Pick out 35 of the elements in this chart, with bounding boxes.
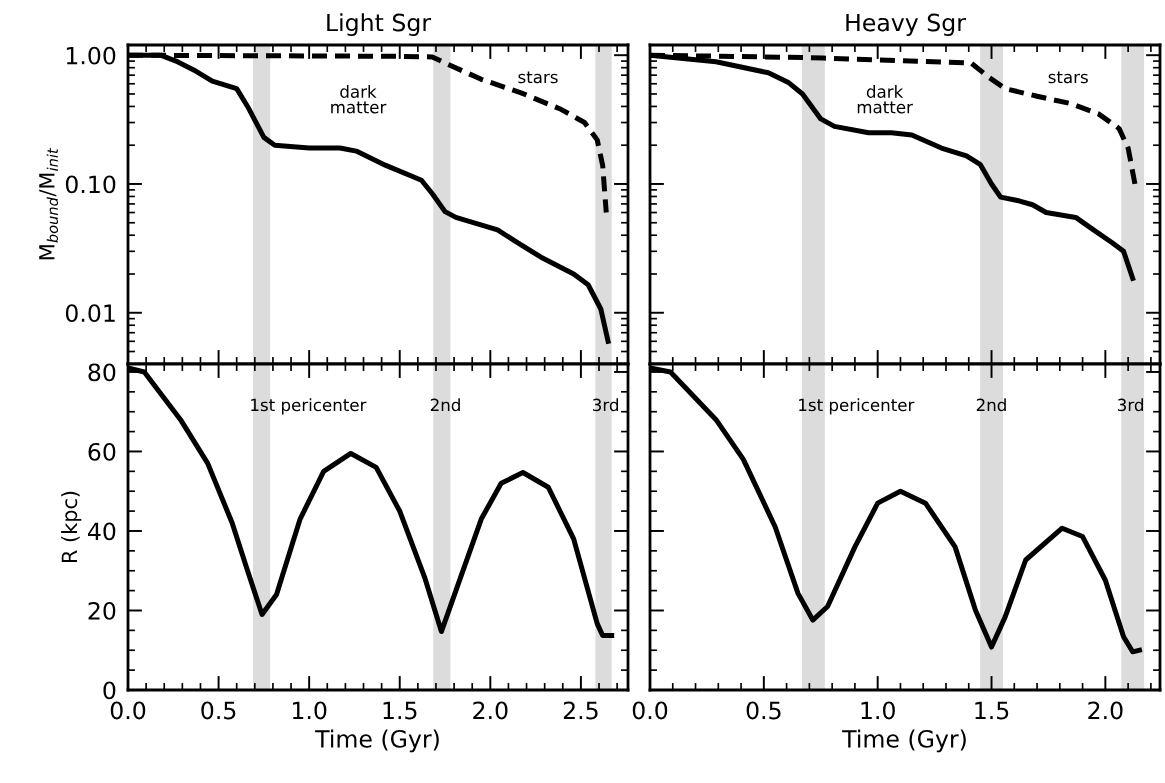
annotation: stars [1048,71,1088,84]
y-tick-label: 60 [88,442,116,461]
band-label: 2nd [430,398,460,412]
chart-title: Light Sgr [327,13,432,37]
x-tick-label: 2.5 [563,701,598,720]
x-tick-label: 1.0 [861,701,895,720]
x-tick-label: 1.5 [383,701,417,720]
band-label: 2nd [976,398,1006,412]
y-tick-label: 0 [103,681,116,700]
band-label: 1st pericenter [251,398,367,415]
x-tick-label: 0.5 [201,701,236,720]
x-axis-title: Time (Gyr) [842,729,966,753]
y-tick-label: 0.10 [65,175,116,194]
y-axis-title: M$_{bound}$/M$_{init}$ [39,147,59,260]
band-label: 3rd [593,398,618,412]
x-tick-label: 0.5 [746,701,781,720]
y-axis-title: R (kpc) [61,491,82,562]
annotation: dark matter [857,85,913,114]
x-tick-label: 1.0 [292,701,327,720]
chart-title: Heavy Sgr [846,13,966,37]
annotation: dark matter [331,85,387,114]
band-label: 1st pericenter [799,398,915,415]
x-tick-label: 2.0 [1088,701,1123,720]
y-tick-label: 40 [88,522,116,541]
y-tick-label: 1.00 [66,46,116,65]
y-tick-label: 80 [88,363,116,382]
x-tick-label: 1.5 [975,701,1009,720]
y-tick-label: 20 [88,601,116,620]
annotation: stars [518,71,558,84]
y-tick-label: 0.01 [65,304,115,323]
x-tick-label: 0.0 [632,701,668,720]
x-tick-label: 2.0 [473,701,508,720]
x-axis-title: Time (Gyr) [315,729,439,753]
band-label: 3rd [1118,398,1143,412]
x-tick-label: 0.0 [110,701,146,720]
